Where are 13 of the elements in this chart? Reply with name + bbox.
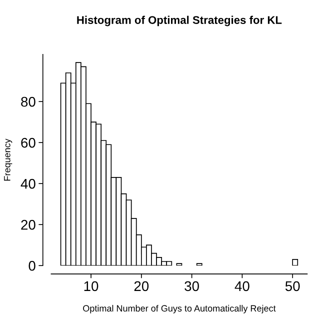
x-tick-label: 10 — [84, 281, 98, 292]
y-axis-title: Frequency — [4, 138, 12, 181]
y-tick-label: 20 — [21, 220, 36, 230]
x-tick-label: 40 — [234, 281, 250, 292]
x-tick-label: 30 — [184, 281, 199, 292]
y-tick-label: 40 — [20, 178, 36, 189]
y-tick-label: 80 — [21, 96, 36, 107]
x-tick-label: 50 — [285, 281, 300, 292]
x-tick-label: 20 — [134, 281, 149, 292]
x-axis-title: Optimal Number of Guys to Automatically Reject — [83, 304, 276, 314]
y-tick-label: 0 — [28, 260, 36, 271]
chart-title: Histogram of Optimal Strategies for KL — [77, 16, 282, 26]
y-tick-label: 60 — [21, 138, 36, 148]
